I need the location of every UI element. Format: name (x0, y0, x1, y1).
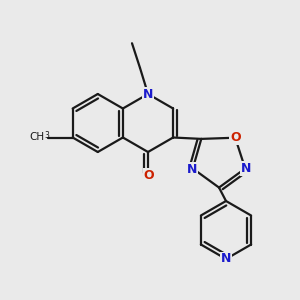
Text: O: O (230, 131, 241, 144)
Text: O: O (144, 169, 154, 182)
Text: N: N (143, 88, 153, 100)
Text: N: N (241, 162, 251, 175)
Text: N: N (187, 163, 197, 176)
Text: 3: 3 (44, 131, 50, 140)
Text: CH: CH (29, 133, 44, 142)
Text: N: N (221, 253, 231, 266)
